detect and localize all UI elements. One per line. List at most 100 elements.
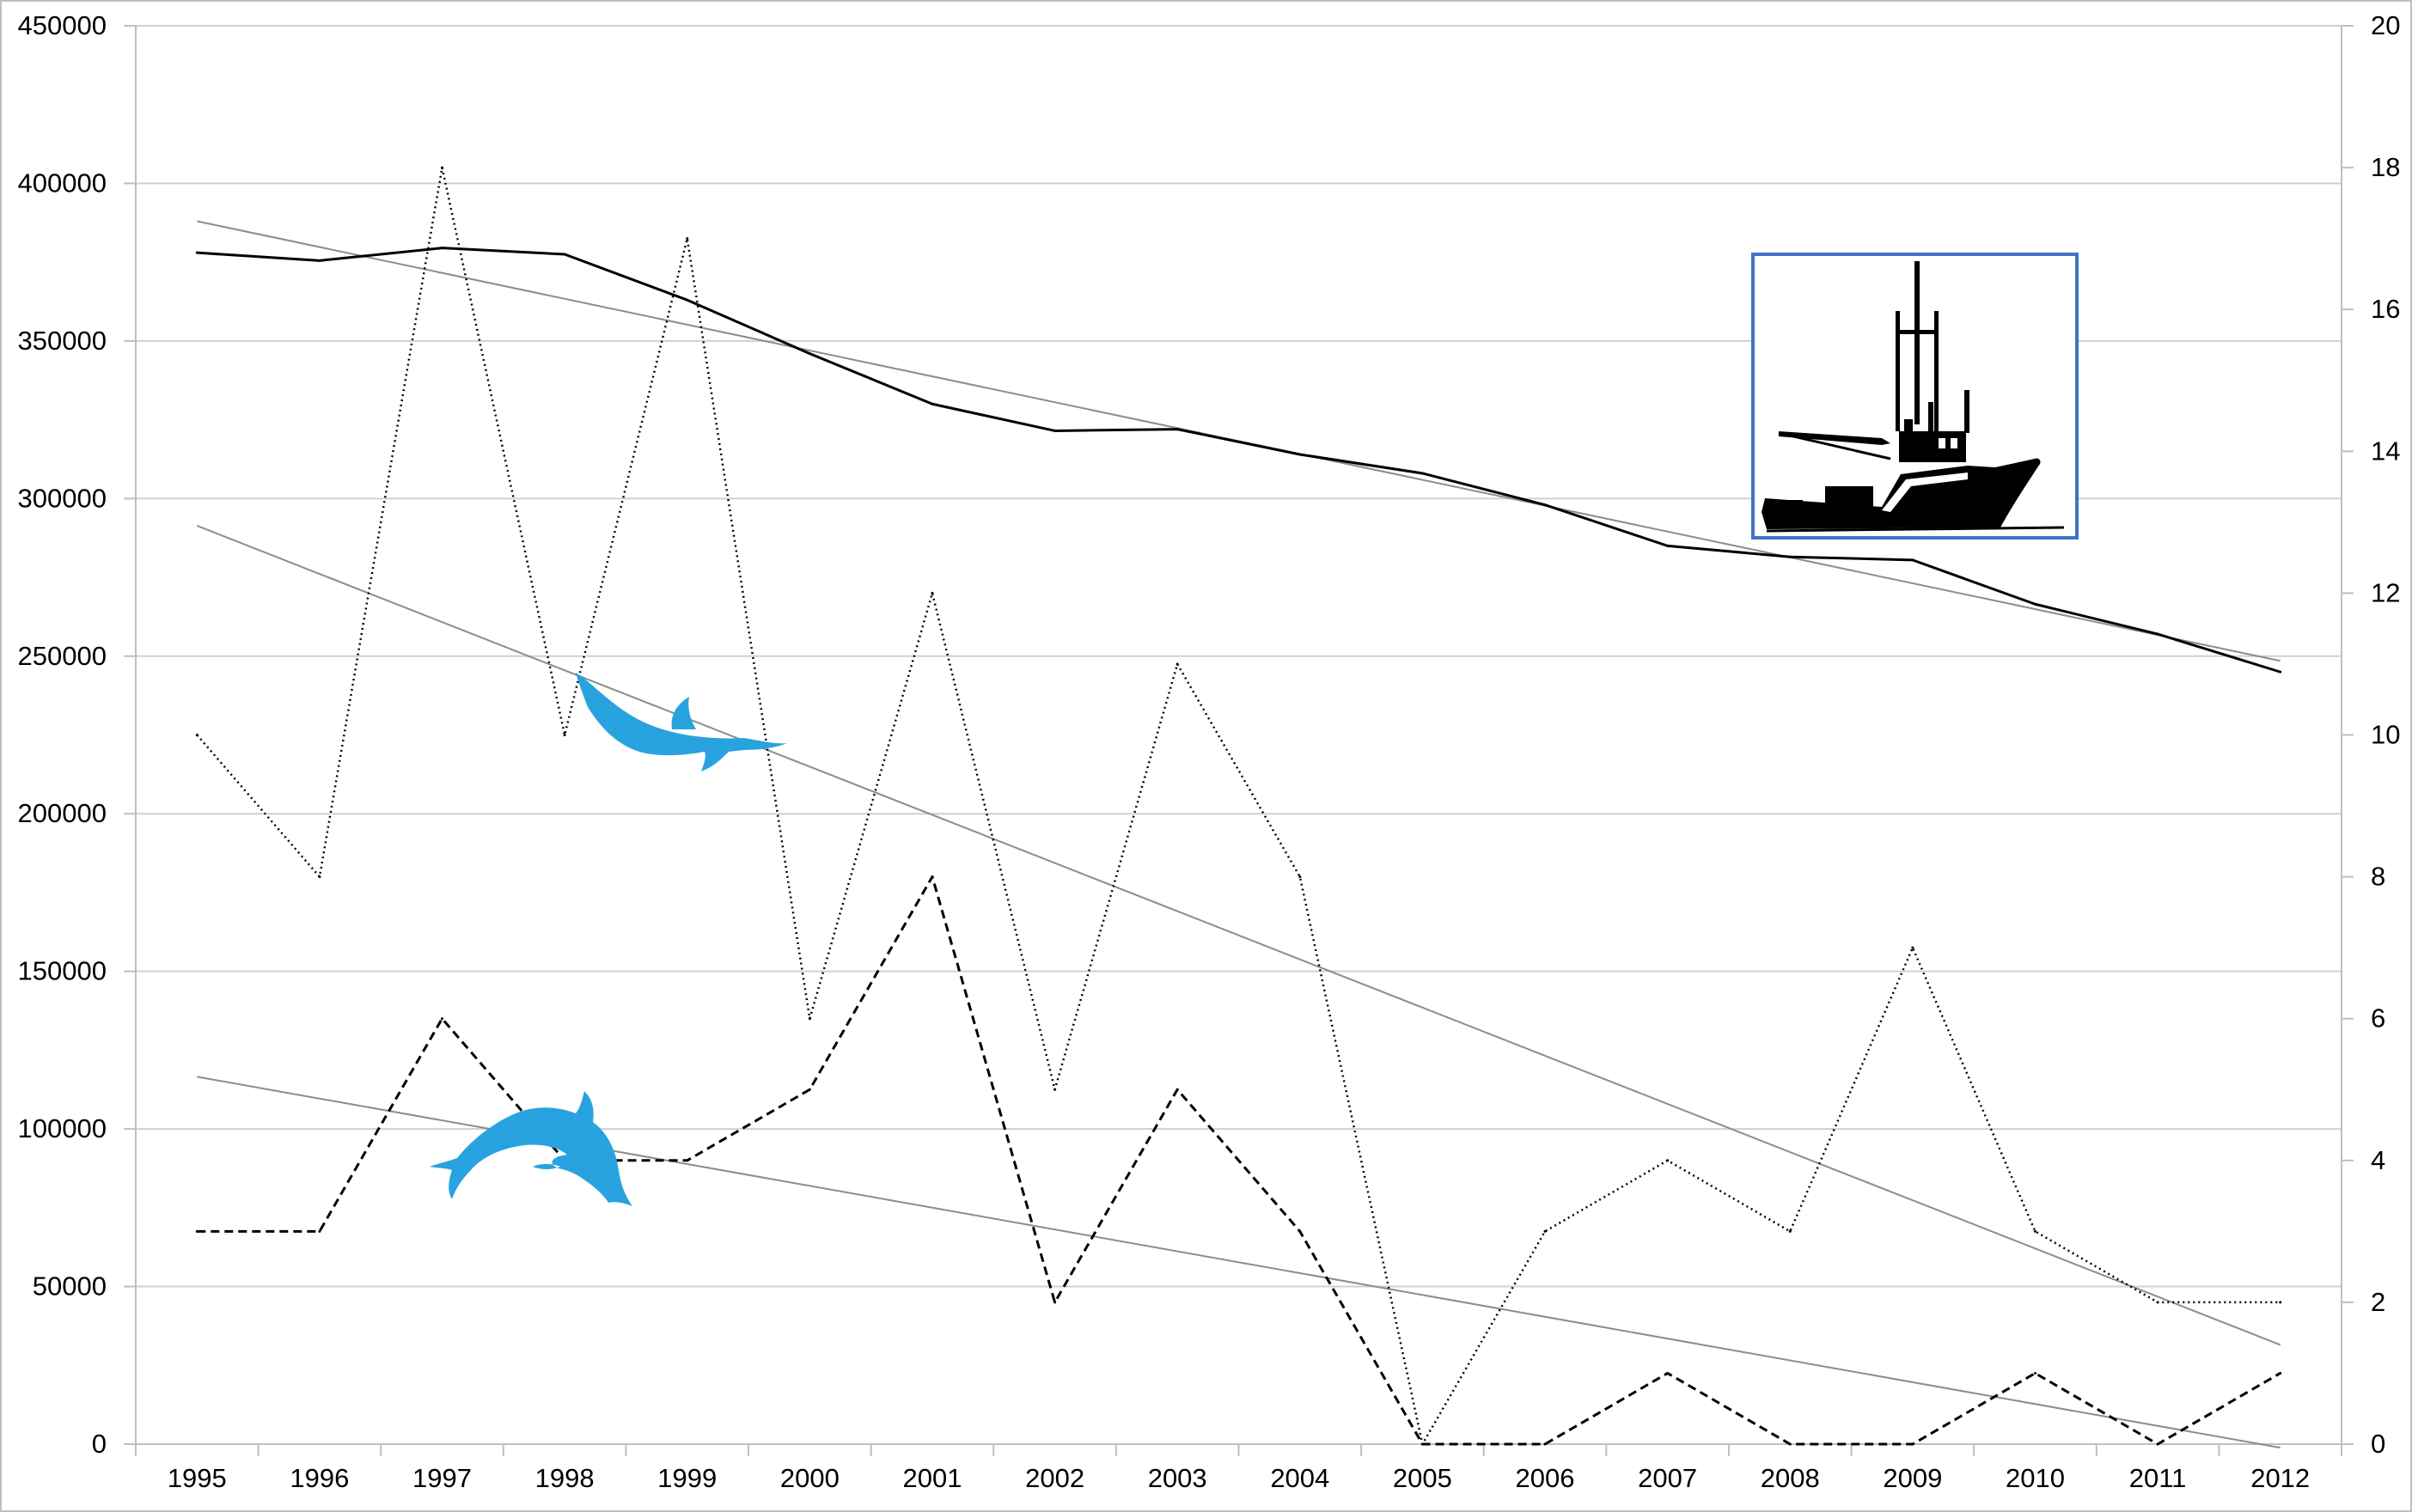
data-point	[1788, 1442, 1792, 1446]
data-point	[1543, 503, 1547, 507]
y-right-tick-label: 12	[2371, 577, 2400, 607]
y-left-tick-label: 250000	[18, 641, 107, 671]
data-point	[1666, 1159, 1670, 1162]
y-right-tick-label: 6	[2371, 1003, 2385, 1033]
data-point	[441, 1017, 444, 1021]
data-point	[1420, 472, 1424, 475]
data-point	[2279, 1371, 2282, 1375]
data-point	[318, 259, 321, 262]
y-left-tick-label: 450000	[18, 10, 107, 40]
y-right-tick-label: 14	[2371, 436, 2400, 466]
axes	[124, 25, 2354, 1456]
data-point	[1175, 1088, 1179, 1091]
y-right-tick-label: 2	[2371, 1287, 2385, 1317]
data-point	[808, 1017, 811, 1021]
data-point	[808, 352, 811, 356]
data-point	[1175, 428, 1179, 431]
dolphin-swimming-icon	[576, 673, 787, 771]
data-point	[1788, 555, 1792, 558]
data-point	[2033, 1229, 2036, 1233]
data-point	[931, 591, 934, 594]
x-tick-label: 2000	[780, 1463, 840, 1493]
y-left-tick-label: 400000	[18, 168, 107, 198]
data-point	[1666, 544, 1670, 547]
data-point	[441, 247, 444, 250]
data-point	[1788, 1229, 1792, 1233]
x-tick-label: 1999	[657, 1463, 717, 1493]
y-left-tick-label: 200000	[18, 798, 107, 828]
data-point	[1298, 875, 1302, 879]
y-left-tick-label: 100000	[18, 1113, 107, 1143]
data-point	[1053, 1301, 1057, 1304]
data-point	[1175, 662, 1179, 666]
data-point	[2033, 1371, 2036, 1375]
x-tick-label: 2006	[1516, 1463, 1575, 1493]
y-right-tick-label: 10	[2371, 720, 2400, 750]
x-tick-label: 2010	[2006, 1463, 2065, 1493]
data-point	[318, 1229, 321, 1233]
y-left-tick-label: 150000	[18, 956, 107, 986]
x-tick-label: 2002	[1025, 1463, 1084, 1493]
fishing-boat-icon	[1751, 253, 2079, 540]
data-point	[1053, 1088, 1057, 1091]
data-point	[808, 1088, 811, 1091]
y-left-tick-label: 0	[92, 1429, 107, 1459]
data-point	[441, 166, 444, 169]
data-point	[931, 402, 934, 405]
x-tick-label: 2003	[1148, 1463, 1207, 1493]
x-tick-label: 2008	[1761, 1463, 1820, 1493]
data-point	[1543, 1229, 1547, 1233]
gridlines	[136, 25, 2342, 1288]
tick-labels: 0 50000 100000 150000 200000 250000 300000 3500…	[18, 10, 2401, 1493]
y-right-tick-label: 18	[2371, 152, 2400, 182]
data-point	[1543, 1442, 1547, 1446]
data-point	[2033, 602, 2036, 606]
data-point	[686, 1159, 689, 1162]
x-tick-label: 1996	[290, 1463, 349, 1493]
data-point	[563, 734, 566, 736]
data-point	[195, 734, 198, 736]
y-right-tick-label: 20	[2371, 10, 2400, 40]
data-point	[1911, 1442, 1914, 1446]
data-point	[195, 251, 198, 254]
y-right-tick-label: 0	[2371, 1429, 2385, 1459]
data-point	[1298, 453, 1302, 456]
data-point	[2279, 670, 2282, 674]
data-point	[1911, 946, 1914, 949]
x-tick-label: 1995	[168, 1463, 227, 1493]
x-tick-label: 2007	[1638, 1463, 1697, 1493]
y-left-tick-label: 300000	[18, 483, 107, 513]
series-line-solid	[197, 247, 2281, 674]
data-point	[1053, 429, 1057, 432]
x-tick-label: 1998	[535, 1463, 595, 1493]
data-point	[195, 1229, 198, 1233]
data-point	[1420, 1442, 1424, 1446]
x-tick-label: 2004	[1270, 1463, 1329, 1493]
y-right-tick-label: 4	[2371, 1145, 2385, 1175]
x-tick-label: 1997	[412, 1463, 472, 1493]
y-right-tick-label: 16	[2371, 294, 2400, 324]
data-point	[2156, 1301, 2159, 1304]
dolphin-leaping-icon	[430, 1091, 632, 1206]
data-point	[318, 875, 321, 879]
data-point	[931, 875, 934, 879]
data-point	[2156, 1442, 2159, 1446]
data-point	[1911, 558, 1914, 562]
y-left-tick-label: 50000	[33, 1271, 107, 1302]
y-right-tick-label: 8	[2371, 862, 2385, 892]
x-tick-label: 2001	[902, 1463, 962, 1493]
data-point	[1666, 1371, 1670, 1375]
x-tick-label: 2012	[2250, 1463, 2310, 1493]
data-point	[686, 237, 689, 241]
x-tick-label: 2009	[1883, 1463, 1942, 1493]
data-point	[686, 298, 689, 302]
data-point	[2156, 632, 2159, 636]
trendline	[196, 525, 2281, 1346]
y-left-tick-label: 350000	[18, 326, 107, 356]
data-point	[2279, 1301, 2282, 1304]
data-point	[1298, 1229, 1302, 1233]
